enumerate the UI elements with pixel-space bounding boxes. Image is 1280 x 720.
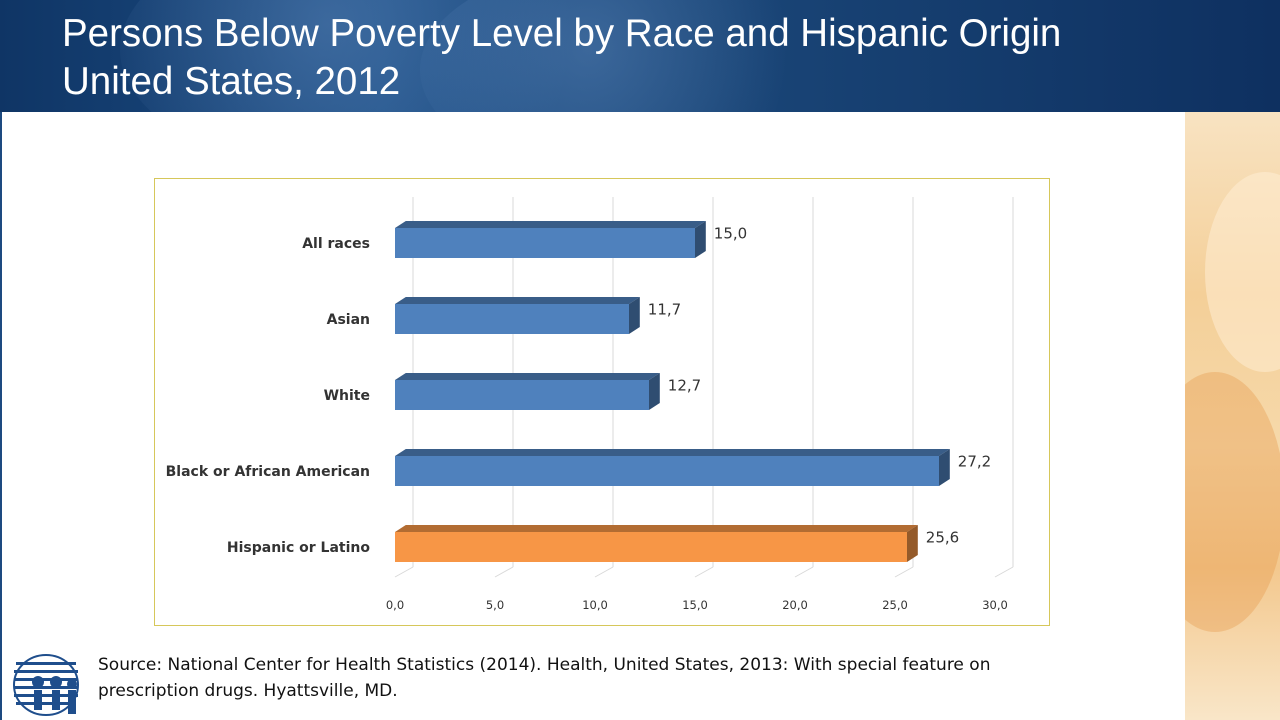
- category-label: Asian: [327, 312, 370, 328]
- x-tick-label: 10,0: [582, 598, 608, 612]
- x-tick-label: 15,0: [682, 598, 708, 612]
- bar-side-face: [695, 221, 706, 258]
- bar-side-face: [649, 373, 660, 410]
- side-decoration-shape: [1205, 172, 1280, 372]
- header-swirl-decoration: [420, 0, 840, 112]
- gridline-floor: [794, 566, 814, 578]
- chart-frame: 0,0 5,0 10,0 15,0 20,0 25,0 30,0 All races 15,0 A…: [154, 178, 1050, 626]
- x-tick-label: 0,0: [386, 598, 404, 612]
- gridline-floor: [594, 566, 614, 578]
- category-label: All races: [302, 236, 370, 252]
- bar-side-face: [907, 525, 918, 562]
- gridline-floor: [694, 566, 714, 578]
- x-tick-label: 30,0: [982, 598, 1008, 612]
- bar: [395, 304, 629, 334]
- bar-top-face: [395, 297, 640, 304]
- side-decoration: [1185, 112, 1280, 720]
- slide-header: Persons Below Poverty Level by Race and …: [0, 0, 1280, 112]
- header-swirl-decoration: [120, 0, 640, 112]
- bar: [395, 456, 939, 486]
- gridline-floor: [494, 566, 514, 578]
- bar: [395, 228, 695, 258]
- poverty-bar-chart: 0,0 5,0 10,0 15,0 20,0 25,0 30,0 All races 15,0 A…: [166, 197, 1014, 612]
- side-decoration-shape: [1185, 372, 1280, 632]
- bar-top-face: [395, 221, 706, 228]
- source-line2: prescription drugs. Hyattsville, MD.: [98, 681, 398, 701]
- data-label: 27,2: [958, 453, 991, 471]
- slide-title-line1: Persons Below Poverty Level by Race and …: [62, 12, 1062, 55]
- bar-top-face: [395, 449, 950, 456]
- category-label: Black or African American: [166, 464, 370, 480]
- slide-title: Persons Below Poverty Level by Race and …: [62, 10, 1061, 106]
- gridline-floor: [894, 566, 914, 578]
- bar: [395, 532, 907, 562]
- source-line1: Source: National Center for Health Stati…: [98, 655, 991, 675]
- bar-side-face: [939, 449, 950, 486]
- left-edge-stripe: [0, 112, 2, 720]
- bar-top-face: [395, 373, 660, 380]
- bar-side-face: [629, 297, 640, 334]
- x-tick-label: 25,0: [882, 598, 908, 612]
- data-label: 11,7: [648, 301, 681, 319]
- source-citation: Source: National Center for Health Stati…: [98, 652, 1158, 704]
- x-tick-label: 20,0: [782, 598, 808, 612]
- nchs-logo-icon: [13, 654, 79, 716]
- data-label: 15,0: [714, 225, 747, 243]
- data-label: 12,7: [668, 377, 701, 395]
- data-label: 25,6: [926, 529, 959, 547]
- bar-top-face: [395, 525, 918, 532]
- gridline-floor: [394, 566, 414, 578]
- slide-title-line2: United States, 2012: [62, 60, 401, 103]
- x-tick-label: 5,0: [486, 598, 504, 612]
- bar: [395, 380, 649, 410]
- gridline-floor: [994, 566, 1014, 578]
- category-label: Hispanic or Latino: [227, 540, 370, 556]
- category-label: White: [324, 388, 370, 404]
